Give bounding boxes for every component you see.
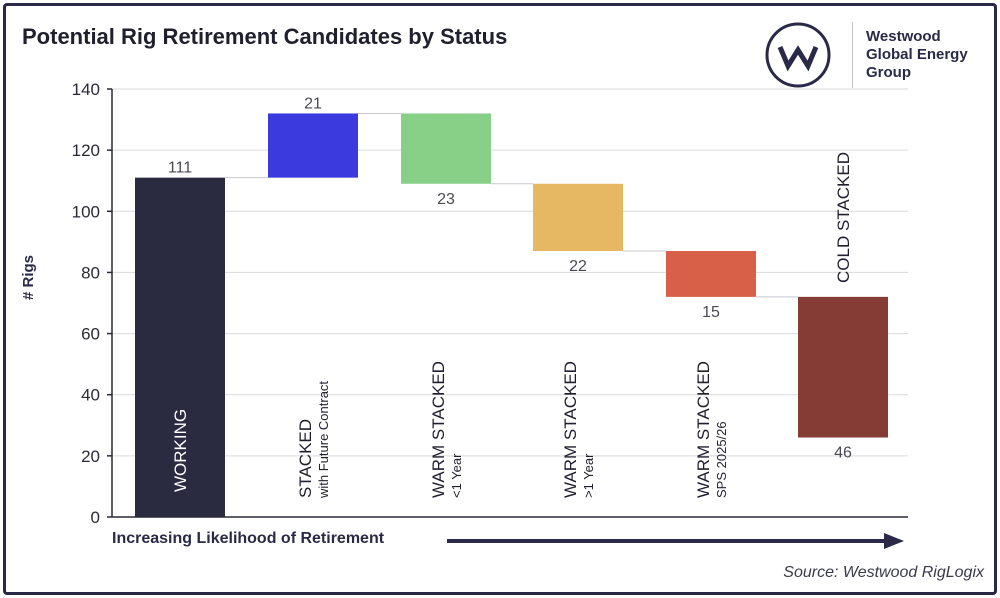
y-tick-label: 20 xyxy=(81,447,100,466)
y-tick-label: 100 xyxy=(72,202,100,221)
category-label: STACKED xyxy=(296,419,315,498)
bar-warm-gt1 xyxy=(533,183,623,252)
category-label: WARM STACKED xyxy=(561,361,580,498)
category-sublabel: >1 Year xyxy=(581,453,596,498)
bar-stacked-future xyxy=(268,113,358,178)
logo-line-1: Westwood xyxy=(866,28,941,45)
source-note: Source: Westwood RigLogix xyxy=(783,564,984,581)
y-tick-label: 80 xyxy=(81,263,100,282)
y-tick-label: 140 xyxy=(72,80,100,99)
category-label-group: COLD STACKED xyxy=(834,152,853,283)
category-label-group: STACKED with Future Contract xyxy=(296,381,331,499)
category-label: WARM STACKED xyxy=(429,361,448,498)
logo-line-3: Group xyxy=(866,64,911,81)
bar-warm-lt1 xyxy=(401,113,491,184)
bar-value-label: 111 xyxy=(168,160,192,177)
category-label: WARM STACKED xyxy=(694,361,713,498)
category-label-group: WARM STACKED SPS 2025/26 xyxy=(694,361,729,498)
category-label-group: WORKING xyxy=(171,409,190,492)
logo-wordmark: Westwood Global Energy Group xyxy=(866,28,991,82)
category-label: COLD STACKED xyxy=(834,152,853,283)
y-tick-label: 40 xyxy=(81,386,100,405)
y-tick-label: 60 xyxy=(81,325,100,344)
chart-title: Potential Rig Retirement Candidates by S… xyxy=(22,24,508,49)
bar-value-label: 21 xyxy=(304,95,322,112)
category-label: WORKING xyxy=(171,409,190,492)
category-label-group: WARM STACKED >1 Year xyxy=(561,361,596,498)
logo-line-2: Global Energy xyxy=(866,46,968,63)
bar-layer xyxy=(135,113,888,517)
label-layer: 111 WORKING 21 STACKED with Future Contract 2… xyxy=(168,95,853,499)
x-axis-label: Increasing Likelihood of Retirement xyxy=(112,530,385,547)
category-sublabel: SPS 2025/26 xyxy=(714,421,729,498)
bar-value-label: 15 xyxy=(702,304,720,321)
arrow-layer xyxy=(447,533,904,549)
grid-layer xyxy=(112,88,908,457)
bar-cold xyxy=(798,296,888,438)
bar-warm-sps xyxy=(666,251,756,297)
y-tick-label: 0 xyxy=(91,508,100,527)
bar-value-label: 46 xyxy=(834,445,852,462)
westwood-logo-icon xyxy=(765,22,831,88)
category-sublabel: with Future Contract xyxy=(316,381,331,499)
y-tick-label: 120 xyxy=(72,141,100,160)
bar-value-label: 22 xyxy=(569,258,587,275)
direction-arrow-head-icon xyxy=(884,533,904,549)
logo-divider xyxy=(852,22,853,88)
bar-value-label: 23 xyxy=(437,191,455,208)
category-label-group: WARM STACKED <1 Year xyxy=(429,361,464,498)
category-sublabel: <1 Year xyxy=(449,453,464,498)
y-axis-label: # Rigs xyxy=(20,254,37,300)
connector-layer xyxy=(225,112,798,298)
bar-working xyxy=(135,177,225,517)
axis-layer: 0 20 40 60 80 100 120 140 xyxy=(72,80,908,527)
